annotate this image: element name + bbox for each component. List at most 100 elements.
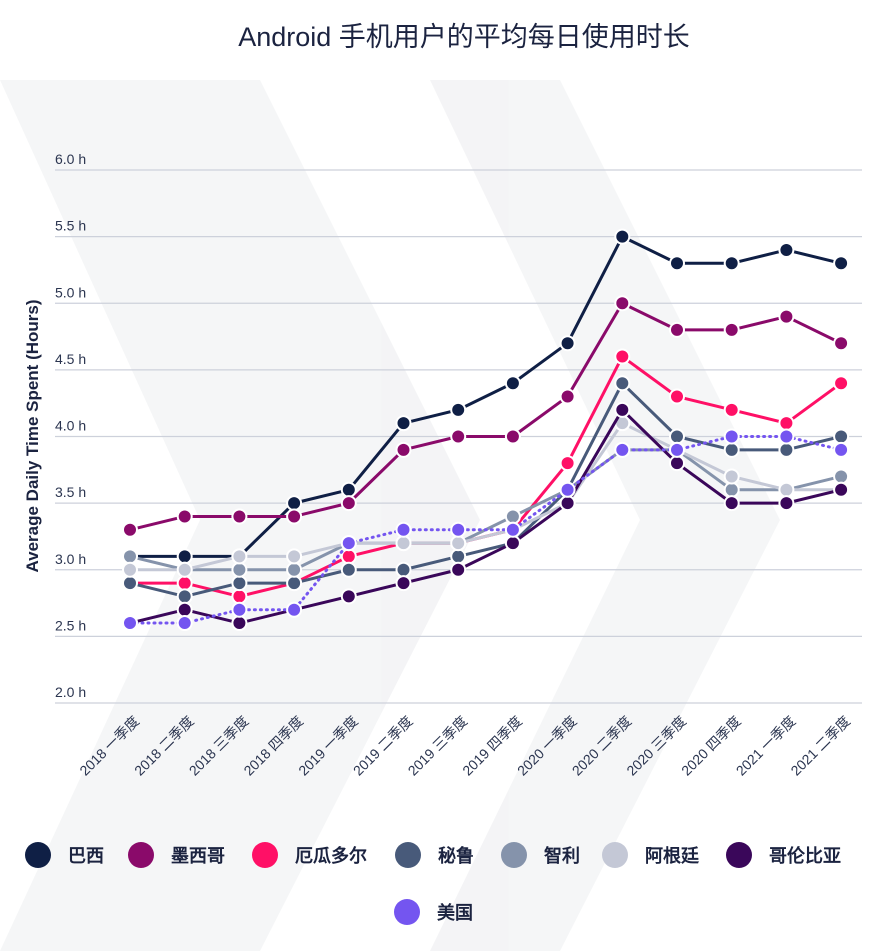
data-point: [176, 601, 193, 618]
data-point: [614, 295, 631, 312]
legend-label: 墨西哥: [171, 846, 225, 866]
data-point: [723, 321, 740, 338]
data-point: [559, 481, 576, 498]
series-line: [128, 435, 843, 625]
data-point: [723, 401, 740, 418]
y-tick-label: 2.0 h: [55, 684, 86, 700]
y-axis-ticks: 2.0 h 2.5 h 3.0 h 3.5 h 4.0 h 4.5 h 5.0 h 5.5 h…: [55, 151, 86, 700]
data-point: [833, 468, 850, 485]
data-point: [669, 388, 685, 405]
data-point: [176, 508, 193, 525]
legend-item: 美国: [394, 899, 473, 925]
data-point: [176, 548, 193, 565]
data-point: [614, 401, 631, 418]
data-point: [395, 521, 412, 538]
data-point: [450, 535, 467, 552]
legend-swatch: [726, 842, 752, 868]
legend-label: 智利: [544, 845, 580, 866]
data-point: [340, 588, 357, 605]
data-point: [723, 495, 740, 512]
data-point: [340, 548, 357, 565]
data-point: [176, 561, 193, 578]
data-point: [286, 575, 303, 592]
data-point: [395, 415, 412, 432]
data-point: [559, 388, 576, 405]
data-point: [395, 441, 412, 458]
legend-item: 阿根廷: [602, 842, 700, 868]
data-point: [669, 255, 685, 272]
data-point: [559, 495, 576, 512]
data-point: [669, 441, 685, 458]
series-line: [128, 381, 843, 598]
legend-label: 厄瓜多尔: [295, 845, 367, 866]
data-point: [122, 548, 138, 565]
data-point: [231, 615, 248, 632]
data-point: [833, 441, 850, 458]
data-point: [723, 481, 740, 498]
data-point: [450, 401, 467, 418]
data-point: [340, 495, 357, 512]
legend-label: 秘鲁: [438, 845, 474, 866]
data-point: [669, 321, 685, 338]
data-point: [614, 441, 631, 458]
y-axis-label: Average Daily Time Spent (Hours): [23, 299, 42, 572]
data-point: [504, 428, 521, 445]
data-point: [231, 508, 248, 525]
legend-item: 厄瓜多尔: [252, 842, 367, 868]
data-point: [340, 535, 357, 552]
y-tick-label: 5.0 h: [55, 284, 86, 300]
legend-swatch: [602, 842, 628, 868]
legend-label: 哥伦比亚: [769, 845, 841, 866]
data-point: [778, 415, 795, 432]
data-point: [122, 521, 138, 538]
data-point: [504, 521, 521, 538]
legend-label: 阿根廷: [645, 845, 700, 866]
data-point: [231, 588, 248, 605]
series-line: [128, 301, 843, 532]
data-point: [395, 535, 412, 552]
data-point: [833, 335, 850, 352]
legend-item: 巴西: [25, 842, 104, 868]
y-tick-label: 3.5 h: [55, 484, 86, 500]
y-tick-label: 3.0 h: [55, 551, 86, 567]
y-tick-label: 6.0 h: [55, 151, 86, 167]
data-point: [231, 548, 248, 565]
y-tick-label: 5.5 h: [55, 218, 86, 234]
legend-label: 美国: [437, 902, 473, 923]
series-line: [128, 408, 843, 625]
data-point: [286, 508, 303, 525]
data-point: [286, 548, 303, 565]
data-point: [778, 428, 795, 445]
data-point: [559, 335, 576, 352]
data-point: [614, 348, 631, 365]
background-watermark: [0, 80, 780, 951]
data-point: [231, 575, 248, 592]
y-tick-label: 4.0 h: [55, 418, 86, 434]
x-tick-label: 2021 二季度: [787, 713, 853, 779]
data-point: [614, 228, 631, 245]
y-tick-label: 4.5 h: [55, 351, 86, 367]
data-point: [833, 255, 850, 272]
legend-item: 墨西哥: [128, 842, 225, 868]
legend-item: 秘鲁: [395, 842, 474, 868]
data-point: [833, 428, 850, 445]
data-point: [231, 601, 248, 618]
data-point: [231, 561, 248, 578]
data-point: [778, 481, 795, 498]
data-point: [450, 521, 467, 538]
data-point: [778, 495, 795, 512]
data-point: [286, 495, 303, 512]
legend-item: 哥伦比亚: [726, 842, 841, 868]
y-tick-label: 2.5 h: [55, 617, 86, 633]
data-point: [450, 428, 467, 445]
data-point: [778, 308, 795, 325]
data-point: [669, 428, 685, 445]
legend-swatch: [501, 842, 527, 868]
data-point: [504, 508, 521, 525]
legend-swatch: [25, 842, 51, 868]
data-point: [450, 548, 467, 565]
data-point: [176, 588, 193, 605]
data-point: [778, 441, 795, 458]
data-point: [723, 441, 740, 458]
